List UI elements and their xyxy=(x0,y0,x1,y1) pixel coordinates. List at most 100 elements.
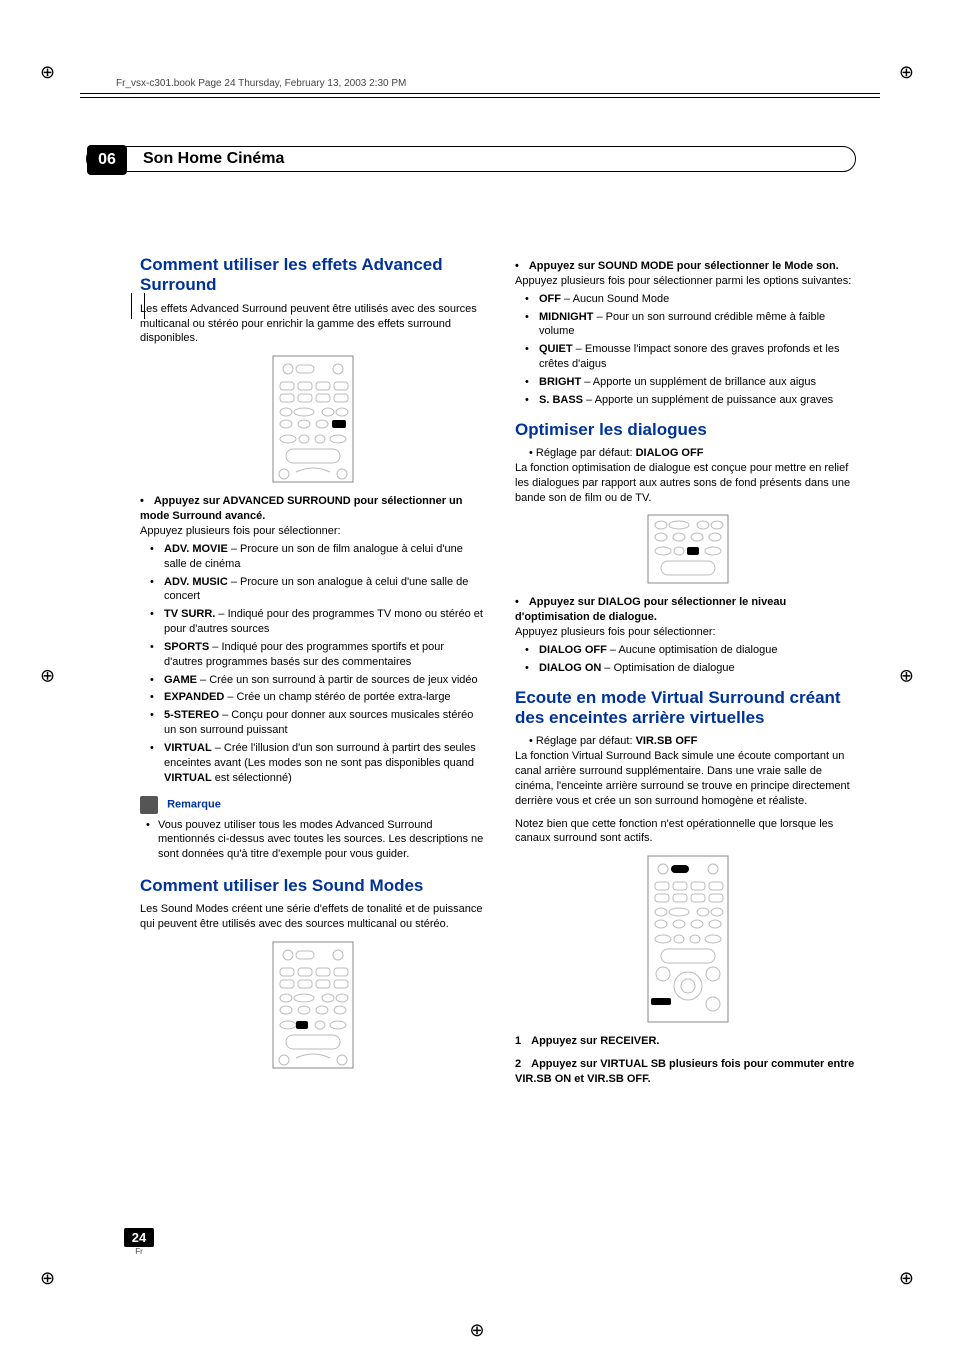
mode-name: GAME xyxy=(164,674,197,686)
mode-name: ADV. MUSIC xyxy=(164,576,228,588)
page: ⊕ ⊕ ⊕ ⊕ ⊕ ⊕ ⊕ Fr_vsx-c301.book Page 24 T… xyxy=(0,0,954,1351)
dialog-list: DIALOG OFF – Aucune optimisation de dial… xyxy=(515,643,860,676)
mode-extra: VIRTUAL xyxy=(164,772,212,784)
default-setting: • Réglage par défaut: DIALOG OFF xyxy=(515,446,860,461)
list-item: S. BASS – Apporte un supplément de puiss… xyxy=(529,393,860,408)
mode-desc: – Crée un son surround à partir de sourc… xyxy=(197,674,478,686)
right-column: • Appuyez sur SOUND MODE pour sélectionne… xyxy=(515,255,860,1087)
default-prefix: • Réglage par défaut: xyxy=(529,735,636,747)
crop-mark-icon: ⊕ xyxy=(899,62,914,83)
mode-tail: est sélectionné) xyxy=(212,772,292,784)
mode-desc: – Emousse l'impact sonore des graves pro… xyxy=(539,343,839,370)
page-footer: 24 Fr xyxy=(124,1228,154,1256)
bullet-dot: • xyxy=(140,495,144,507)
note-label: Remarque xyxy=(167,798,221,810)
chapter-bar: 06 Son Home Cinéma xyxy=(86,146,856,172)
virtual-intro: La fonction Virtual Surround Back simule… xyxy=(515,749,860,808)
list-item: ADV. MOVIE – Procure un son de film anal… xyxy=(154,542,485,572)
crop-mark-icon: ⊕ xyxy=(899,1268,914,1289)
mode-desc: – Crée l'illusion d'un son surround à pa… xyxy=(164,742,476,769)
step-number: 1 xyxy=(515,1035,521,1047)
mode-name: DIALOG ON xyxy=(539,662,601,674)
list-item: TV SURR. – Indiqué pour des programmes T… xyxy=(154,607,485,637)
mode-name: OFF xyxy=(539,293,561,305)
mode-name: MIDNIGHT xyxy=(539,311,593,323)
list-item: DIALOG OFF – Aucune optimisation de dial… xyxy=(529,643,860,658)
mode-name: QUIET xyxy=(539,343,573,355)
mode-name: TV SURR. xyxy=(164,608,215,620)
crop-mark-icon: ⊕ xyxy=(899,665,914,686)
note-item: Vous pouvez utiliser tous les modes Adva… xyxy=(148,818,485,863)
mode-desc: – Apporte un supplément de brillance aux… xyxy=(581,376,816,388)
heading-advanced-surround: Comment utiliser les effets Advanced Sur… xyxy=(140,255,485,296)
mode-name: S. BASS xyxy=(539,394,583,406)
instruction-heading: •Appuyez sur DIALOG pour sélectionner le… xyxy=(515,595,860,625)
remote-illustration-icon xyxy=(643,854,733,1024)
page-lang: Fr xyxy=(124,1247,154,1256)
remote-illustration-icon xyxy=(268,940,358,1070)
list-item: SPORTS – Indiqué pour des programmes spo… xyxy=(154,640,485,670)
instruction-text: Appuyez sur SOUND MODE pour sélectionner… xyxy=(529,260,839,272)
header-book-line: Fr_vsx-c301.book Page 24 Thursday, Febru… xyxy=(116,78,406,89)
list-item: 5-STEREO – Conçu pour donner aux sources… xyxy=(154,708,485,738)
modes-list: ADV. MOVIE – Procure un son de film anal… xyxy=(140,542,485,786)
mode-name: 5-STEREO xyxy=(164,709,219,721)
mode-desc: – Apporte un supplément de puissance aux… xyxy=(583,394,833,406)
instruction-text: Appuyez sur ADVANCED SURROUND pour sélec… xyxy=(140,495,463,522)
list-item: QUIET – Emousse l'impact sonore des grav… xyxy=(529,342,860,372)
dialog-intro: La fonction optimisation de dialogue est… xyxy=(515,461,860,506)
instruction-heading: • Appuyez sur SOUND MODE pour sélectionne… xyxy=(515,259,860,274)
mode-name: BRIGHT xyxy=(539,376,581,388)
note-list: Vous pouvez utiliser tous les modes Adva… xyxy=(140,818,485,863)
heading-sound-modes: Comment utiliser les Sound Modes xyxy=(140,876,485,896)
remote-illustration-icon xyxy=(268,354,358,484)
list-item: VIRTUAL – Crée l'illusion d'un son surro… xyxy=(154,741,485,786)
step-text: Appuyez sur VIRTUAL SB plusieurs fois po… xyxy=(515,1058,854,1085)
intro-text: Les effets Advanced Surround peuvent êtr… xyxy=(140,302,485,347)
mode-desc: – Crée un champ stéréo de portée extra-l… xyxy=(224,691,450,703)
instruction-text: Appuyez sur DIALOG pour sélectionner le … xyxy=(515,596,786,623)
mode-desc: – Aucun Sound Mode xyxy=(561,293,669,305)
default-value: DIALOG OFF xyxy=(636,447,704,459)
page-number: 24 xyxy=(124,1228,154,1247)
list-item: DIALOG ON – Optimisation de dialogue xyxy=(529,661,860,676)
default-setting: • Réglage par défaut: VIR.SB OFF xyxy=(515,734,860,749)
mode-name: DIALOG OFF xyxy=(539,644,607,656)
mode-name: VIRTUAL xyxy=(164,742,212,754)
chapter-number: 06 xyxy=(87,145,127,175)
crop-mark-icon: ⊕ xyxy=(40,62,55,83)
step-text: Appuyez sur RECEIVER. xyxy=(531,1035,659,1047)
subtext: Appuyez plusieurs fois pour sélectionner… xyxy=(515,625,860,640)
content-area: Comment utiliser les effets Advanced Sur… xyxy=(140,255,860,1087)
mode-name: SPORTS xyxy=(164,641,209,653)
subtext: Appuyez plusieurs fois pour sélectionner… xyxy=(140,524,485,539)
header-rule xyxy=(80,97,880,98)
sound-modes-intro: Les Sound Modes créent une série d'effet… xyxy=(140,902,485,932)
mode-name: EXPANDED xyxy=(164,691,224,703)
remote-illustration-icon xyxy=(643,513,733,585)
default-value: VIR.SB OFF xyxy=(636,735,698,747)
note-icon xyxy=(140,796,158,814)
bullet-dot: • xyxy=(515,596,519,608)
virtual-note: Notez bien que cette fonction n'est opér… xyxy=(515,817,860,847)
mode-name: ADV. MOVIE xyxy=(164,543,228,555)
bullet-dot: • xyxy=(515,260,519,272)
list-item: OFF – Aucun Sound Mode xyxy=(529,292,860,307)
list-item: BRIGHT – Apporte un supplément de brilla… xyxy=(529,375,860,390)
mode-desc: – Aucune optimisation de dialogue xyxy=(607,644,778,656)
list-item: MIDNIGHT – Pour un son surround crédible… xyxy=(529,310,860,340)
left-column: Comment utiliser les effets Advanced Sur… xyxy=(140,255,485,1087)
heading-dialogues: Optimiser les dialogues xyxy=(515,420,860,440)
mode-desc: – Optimisation de dialogue xyxy=(601,662,734,674)
subtext: Appuyez plusieurs fois pour sélectionner… xyxy=(515,274,860,289)
step-2: 2Appuyez sur VIRTUAL SB plusieurs fois p… xyxy=(515,1057,860,1087)
default-prefix: • Réglage par défaut: xyxy=(529,447,636,459)
soundmodes-list: OFF – Aucun Sound Mode MIDNIGHT – Pour u… xyxy=(515,292,860,408)
heading-virtual-surround: Ecoute en mode Virtual Surround créant d… xyxy=(515,688,860,729)
header-rule xyxy=(80,93,880,94)
crop-mark-icon: ⊕ xyxy=(40,1268,55,1289)
instruction-heading: •Appuyez sur ADVANCED SURROUND pour séle… xyxy=(140,494,485,524)
list-item: ADV. MUSIC – Procure un son analogue à c… xyxy=(154,575,485,605)
list-item: EXPANDED – Crée un champ stéréo de porté… xyxy=(154,690,485,705)
chapter-title: Son Home Cinéma xyxy=(143,150,284,168)
